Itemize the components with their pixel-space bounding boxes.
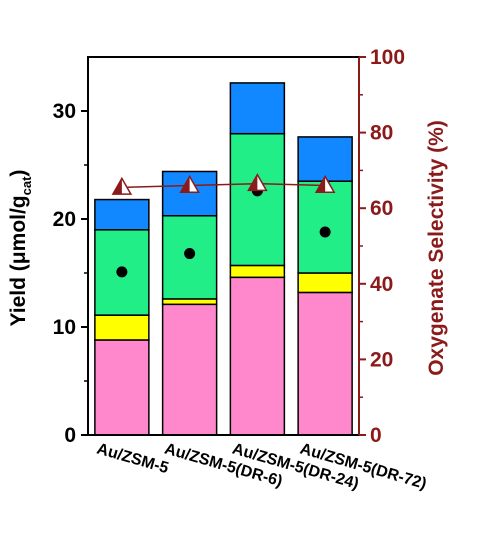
right-tick-label: 0 — [370, 424, 382, 447]
selectivity-marker-0 — [111, 176, 133, 195]
category-label-0: Au/ZSM-5 — [95, 441, 171, 478]
bar-segment-3-0 — [297, 291, 353, 436]
selectivity-marker-2 — [247, 173, 268, 192]
right-tick-label: 80 — [370, 122, 393, 145]
bar-segment-2-1 — [229, 264, 286, 279]
right-tick-label: 100 — [370, 46, 405, 69]
right-axis-title: Oxygenate Selectivity (%) — [425, 120, 448, 376]
stacked-bars — [94, 82, 353, 436]
left-tick-label: 0 — [64, 424, 76, 447]
bar-segment-2-2 — [229, 132, 286, 267]
bar-segment-0-1 — [94, 314, 150, 341]
left-tick-label: 20 — [53, 208, 76, 231]
category-labels: Au/ZSM-5Au/ZSM-5(DR-6)Au/ZSM-5(DR-24)Au/… — [95, 441, 429, 493]
bar-segment-3-3 — [297, 136, 353, 182]
bar-segment-0-3 — [94, 198, 150, 231]
bar-segment-2-3 — [229, 82, 286, 135]
bar-segment-1-1 — [161, 298, 218, 306]
selectivity-marker-3 — [314, 175, 336, 194]
bar-segment-1-0 — [161, 303, 218, 436]
right-tick-label: 60 — [370, 197, 393, 220]
right-tick-label: 20 — [370, 348, 393, 371]
yield-dot-1 — [184, 248, 196, 260]
selectivity-line — [121, 182, 326, 189]
left-axis: 0 10 20 30 — [53, 100, 88, 447]
left-axis-title: Yield (μmol/gcat) — [7, 170, 34, 327]
selectivity-marker-1 — [179, 175, 200, 194]
yield-dot-3 — [319, 226, 331, 238]
bar-segment-2-0 — [229, 276, 286, 436]
selectivity-series — [111, 173, 336, 195]
right-tick-label: 40 — [370, 273, 393, 296]
left-tick-label: 30 — [53, 100, 76, 123]
yield-dot-0 — [116, 266, 128, 278]
right-axis: 0 20 40 60 80 100 — [358, 46, 405, 447]
bar-segment-3-1 — [297, 272, 353, 294]
left-tick-label: 10 — [53, 316, 76, 339]
bar-segment-0-0 — [94, 339, 150, 436]
